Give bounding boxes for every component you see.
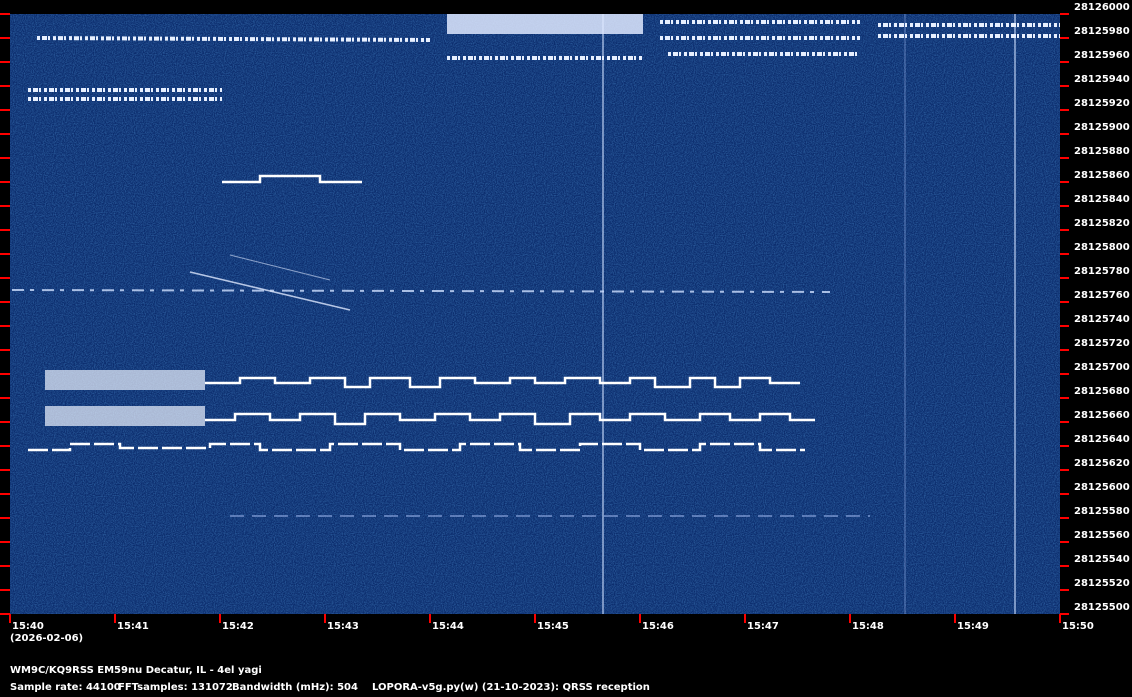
x-tick-label: 15:50: [1062, 621, 1094, 632]
x-tick-label: 15:40: [12, 621, 44, 632]
bandwidth: Bandwidth (mHz): 504: [232, 682, 358, 693]
y-tick-label: 28125720: [1074, 338, 1130, 349]
y-tick-label: 28125900: [1074, 122, 1130, 133]
y-tick-label: 28125580: [1074, 506, 1130, 517]
y-tick-label: 28125500: [1074, 602, 1130, 613]
y-tick-label: 28125540: [1074, 554, 1130, 565]
y-tick-label: 28125820: [1074, 218, 1130, 229]
y-tick-label: 28125980: [1074, 26, 1130, 37]
y-tick-label: 28125660: [1074, 410, 1130, 421]
y-tick-label: 28125780: [1074, 266, 1130, 277]
y-tick-label: 28125700: [1074, 362, 1130, 373]
x-tick-label: 15:48: [852, 621, 884, 632]
y-tick-label: 28125940: [1074, 74, 1130, 85]
fft-samples: FFTsamples: 131072: [118, 682, 233, 693]
y-tick-label: 28125920: [1074, 98, 1130, 109]
x-tick-label: 15:47: [747, 621, 779, 632]
y-tick-label: 28125620: [1074, 458, 1130, 469]
station-label: WM9C/KQ9RSS EM59nu Decatur, IL - 4el yag…: [10, 665, 262, 676]
waterfall-noise: [10, 14, 1060, 614]
software-label: LOPORA-v5g.py(w) (21-10-2023): QRSS rece…: [372, 682, 650, 693]
y-tick-label: 28125760: [1074, 290, 1130, 301]
y-tick-label: 28125840: [1074, 194, 1130, 205]
y-tick-label: 28126000: [1074, 2, 1130, 13]
y-tick-label: 28125560: [1074, 530, 1130, 541]
date-label: (2026-02-06): [10, 633, 83, 644]
x-tick-label: 15:49: [957, 621, 989, 632]
vertical-interference: [602, 14, 1016, 614]
y-tick-label: 28125640: [1074, 434, 1130, 445]
x-tick-label: 15:45: [537, 621, 569, 632]
x-tick-label: 15:42: [222, 621, 254, 632]
y-tick-label: 28125520: [1074, 578, 1130, 589]
x-tick-label: 15:46: [642, 621, 674, 632]
y-tick-label: 28125960: [1074, 50, 1130, 61]
x-tick-label: 15:44: [432, 621, 464, 632]
y-tick-label: 28125880: [1074, 146, 1130, 157]
y-tick-label: 28125740: [1074, 314, 1130, 325]
x-tick-label: 15:41: [117, 621, 149, 632]
x-tick-label: 15:43: [327, 621, 359, 632]
y-tick-label: 28125800: [1074, 242, 1130, 253]
y-tick-label: 28125600: [1074, 482, 1130, 493]
signals: [11, 14, 1060, 517]
sample-rate: Sample rate: 44100: [10, 682, 121, 693]
y-tick-label: 28125680: [1074, 386, 1130, 397]
y-tick-label: 28125860: [1074, 170, 1130, 181]
